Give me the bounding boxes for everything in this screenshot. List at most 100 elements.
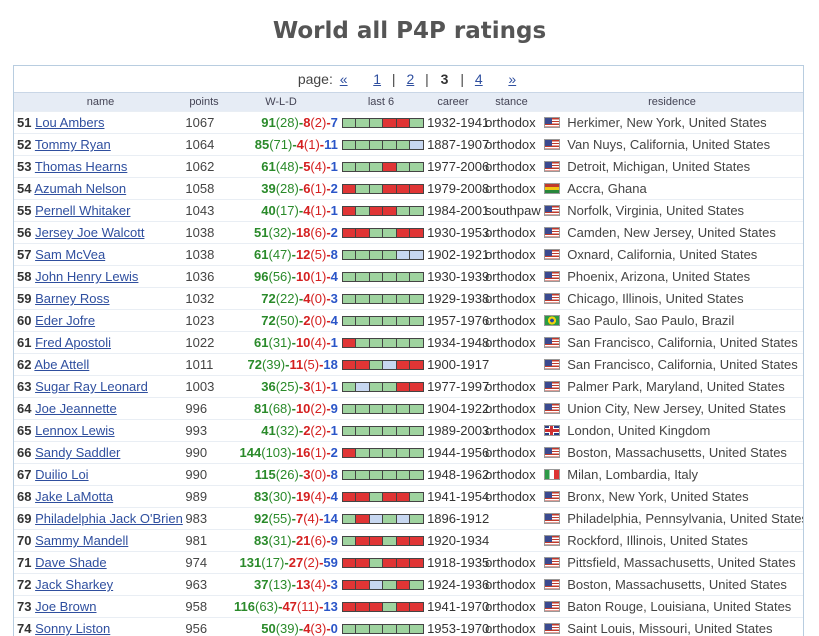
pager-prev-link[interactable]: « bbox=[339, 71, 348, 87]
boxer-name-link[interactable]: Joe Jeannette bbox=[35, 401, 117, 416]
boxer-name-link[interactable]: Duilio Loi bbox=[35, 467, 89, 482]
boxer-name-link[interactable]: Thomas Hearns bbox=[34, 159, 128, 174]
last6-result-segment bbox=[410, 250, 423, 259]
flag-cell bbox=[543, 398, 568, 419]
residence-cell: Rockford, Illinois, United States bbox=[567, 533, 748, 548]
losses-ko: (2) bbox=[310, 115, 327, 130]
boxer-name-link[interactable]: Pernell Whitaker bbox=[35, 203, 131, 218]
dash: - bbox=[326, 533, 331, 548]
last6-result-segment bbox=[369, 426, 384, 435]
pager-page-1-link[interactable]: 1 bbox=[373, 71, 382, 87]
losses-ko: (0) bbox=[310, 467, 327, 482]
table-row: 73 Joe Brown 958 116(63)-47(11)-13 1941-197… bbox=[14, 595, 803, 617]
boxer-name-link[interactable]: Sammy Mandell bbox=[35, 533, 129, 548]
last6-cell bbox=[341, 266, 427, 287]
pager-next-link[interactable]: » bbox=[508, 71, 517, 87]
losses-ko: (1) bbox=[310, 203, 327, 218]
last6-result-segment bbox=[410, 184, 423, 193]
draws: 4 bbox=[330, 269, 338, 284]
boxer-name-link[interactable]: Sonny Liston bbox=[35, 621, 111, 636]
boxer-name-link[interactable]: Jersey Joe Walcott bbox=[35, 225, 145, 240]
us-flag-icon bbox=[543, 271, 560, 283]
losses-ko: (1) bbox=[310, 181, 327, 196]
boxer-name-link[interactable]: Jack Sharkey bbox=[35, 577, 114, 592]
us-flag-icon bbox=[543, 161, 560, 173]
last6-cell bbox=[341, 464, 427, 485]
boxer-name-link[interactable]: Fred Apostoli bbox=[35, 335, 111, 350]
draws: 9 bbox=[330, 401, 338, 416]
career-cell: 1920-1934 bbox=[427, 533, 490, 548]
wins-ko: (26) bbox=[275, 467, 299, 482]
column-header-stance[interactable]: stance bbox=[495, 96, 528, 108]
boxer-name-link[interactable]: Lou Ambers bbox=[35, 115, 105, 130]
pager-page-2-link[interactable]: 2 bbox=[406, 71, 415, 87]
flag-cell bbox=[543, 552, 568, 573]
last6-result-segment bbox=[383, 272, 397, 281]
wins: 40 bbox=[261, 203, 276, 218]
us-flag-icon bbox=[543, 117, 560, 129]
points-cell: 1067 bbox=[185, 115, 215, 130]
boxer-name-link[interactable]: Jake LaMotta bbox=[35, 489, 114, 504]
wins-ko: (47) bbox=[268, 247, 292, 262]
draws: 18 bbox=[323, 357, 338, 372]
losses: 13 bbox=[295, 577, 311, 592]
boxer-name-link[interactable]: Philadelphia Jack O'Brien bbox=[35, 511, 183, 526]
boxer-name-link[interactable]: Abe Attell bbox=[34, 357, 90, 372]
column-header-wld[interactable]: W-L-D bbox=[265, 96, 297, 108]
boxer-name-link[interactable]: Barney Ross bbox=[35, 291, 110, 306]
last6-cell bbox=[341, 112, 427, 133]
points-cell: 1064 bbox=[185, 137, 215, 152]
dash: - bbox=[291, 247, 296, 262]
wld-cell: 72(22)-4(0)-3 bbox=[225, 288, 342, 309]
us-flag-icon bbox=[543, 557, 560, 569]
column-header-points[interactable]: points bbox=[189, 96, 219, 108]
boxer-name-link[interactable]: Sam McVea bbox=[35, 247, 106, 262]
name-cell: 57 Sam McVea bbox=[14, 244, 185, 265]
wins-ko: (71) bbox=[269, 137, 293, 152]
boxer-name-link[interactable]: Sugar Ray Leonard bbox=[35, 379, 148, 394]
losses-ko: (5) bbox=[310, 247, 327, 262]
residence-cell: Norfolk, Virginia, United States bbox=[567, 203, 745, 218]
last6-result-segment bbox=[396, 206, 411, 215]
boxer-name-link[interactable]: John Henry Lewis bbox=[35, 269, 139, 284]
boxer-name-link[interactable]: Eder Jofre bbox=[35, 313, 96, 328]
stance-cell: orthodox bbox=[485, 115, 536, 130]
last6-result-segment bbox=[369, 624, 384, 633]
table-row: 64 Joe Jeannette 996 81(68)-10(2)-9 1904-19… bbox=[14, 397, 803, 419]
boxer-name-link[interactable]: Sandy Saddler bbox=[35, 445, 121, 460]
career-cell: 1924-1936 bbox=[427, 577, 490, 592]
last6-result-segment bbox=[396, 580, 411, 589]
last6-cell bbox=[341, 420, 427, 441]
career-cell: 1941-1970 bbox=[427, 599, 490, 614]
boxer-name-link[interactable]: Tommy Ryan bbox=[34, 137, 111, 152]
last6-bar bbox=[341, 271, 424, 282]
pager-page-4-link[interactable]: 4 bbox=[474, 71, 483, 87]
last6-result-segment bbox=[369, 162, 384, 171]
column-header-residence[interactable]: residence bbox=[648, 96, 696, 108]
flag-cell bbox=[543, 376, 568, 397]
rank-number: 58 bbox=[17, 269, 32, 284]
career-cell: 1887-1907 bbox=[427, 137, 490, 152]
boxer-name-link[interactable]: Lennox Lewis bbox=[35, 423, 115, 438]
last6-result-segment bbox=[410, 514, 423, 523]
pager-spacer bbox=[494, 71, 498, 87]
last6-result-segment bbox=[396, 558, 411, 567]
last6-result-segment bbox=[383, 404, 397, 413]
last6-result-segment bbox=[383, 250, 397, 259]
dash: - bbox=[326, 313, 331, 328]
draws: 11 bbox=[324, 137, 338, 152]
points-cell: 1043 bbox=[185, 203, 215, 218]
column-header-name[interactable]: name bbox=[86, 96, 115, 108]
dash: - bbox=[326, 203, 331, 218]
column-header-career[interactable]: career bbox=[437, 96, 469, 108]
boxer-name-link[interactable]: Azumah Nelson bbox=[34, 181, 127, 196]
losses-ko: (0) bbox=[310, 313, 327, 328]
residence-cell: Boston, Massachusetts, United States bbox=[567, 577, 787, 592]
name-cell: 69 Philadelphia Jack O'Brien bbox=[14, 508, 185, 529]
boxer-name-link[interactable]: Dave Shade bbox=[35, 555, 107, 570]
last6-bar bbox=[341, 161, 424, 172]
boxer-name-link[interactable]: Joe Brown bbox=[35, 599, 97, 614]
career-cell: 1900-1917 bbox=[427, 357, 490, 372]
us-flag-icon bbox=[543, 337, 560, 349]
losses-ko: (1) bbox=[303, 137, 320, 152]
